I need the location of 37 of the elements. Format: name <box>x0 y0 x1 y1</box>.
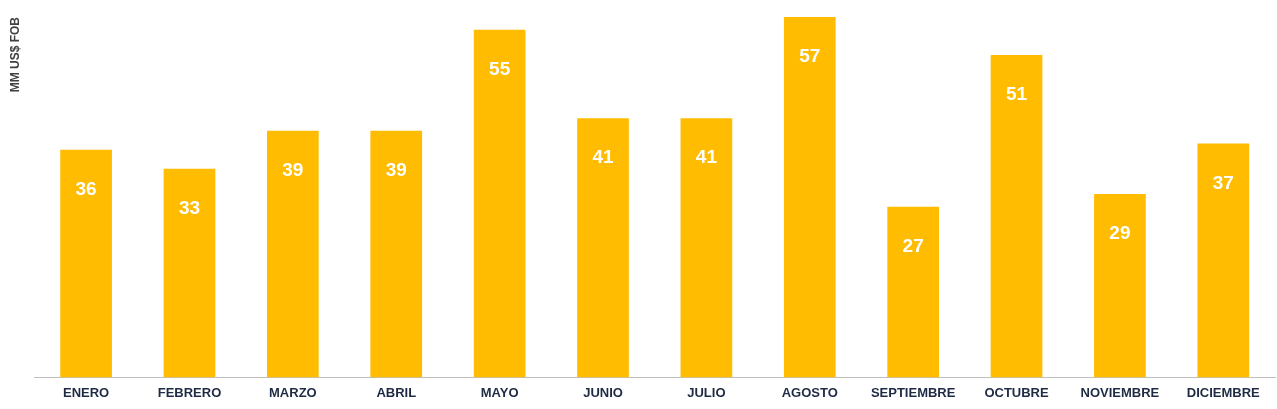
data-label: 51 <box>1005 83 1028 105</box>
bar <box>267 130 319 378</box>
bar <box>990 54 1043 378</box>
bar <box>577 118 629 378</box>
data-label: 29 <box>1109 222 1131 244</box>
x-tick-label: MAYO <box>480 384 519 400</box>
data-label: 57 <box>799 45 821 67</box>
bar <box>370 130 423 378</box>
x-tick-label: JUNIO <box>583 384 623 400</box>
bar <box>163 168 216 378</box>
x-tick-label: OCTUBRE <box>984 384 1050 400</box>
data-label: 39 <box>282 159 304 181</box>
x-tick-label: ENERO <box>62 384 110 400</box>
data-label: 41 <box>592 146 614 168</box>
data-label: 41 <box>695 146 718 168</box>
bar <box>783 17 836 378</box>
x-tick-label: SEPTIEMBRE <box>870 384 956 400</box>
x-tick-label: JULIO <box>687 384 726 400</box>
bar <box>473 29 526 378</box>
bar <box>680 118 733 378</box>
x-tick-label: AGOSTO <box>781 384 838 400</box>
data-label: 27 <box>902 234 924 256</box>
x-tick-label: MARZO <box>269 384 317 400</box>
bar <box>1094 194 1146 378</box>
x-tick-label: FEBRERO <box>157 384 222 400</box>
y-axis-title: MM US$ FOB <box>7 16 22 93</box>
data-label: 33 <box>178 196 201 218</box>
bar <box>887 206 939 378</box>
bar <box>60 149 112 378</box>
data-label: 39 <box>385 159 407 181</box>
data-label: 55 <box>489 57 511 79</box>
x-tick-label: DICIEMBRE <box>1186 384 1261 400</box>
data-label: 36 <box>75 178 97 200</box>
bar <box>1197 143 1250 378</box>
x-tick-label: NOVIEMBRE <box>1080 384 1160 400</box>
x-tick-label: ABRIL <box>376 384 417 400</box>
data-label: 37 <box>1212 171 1234 193</box>
